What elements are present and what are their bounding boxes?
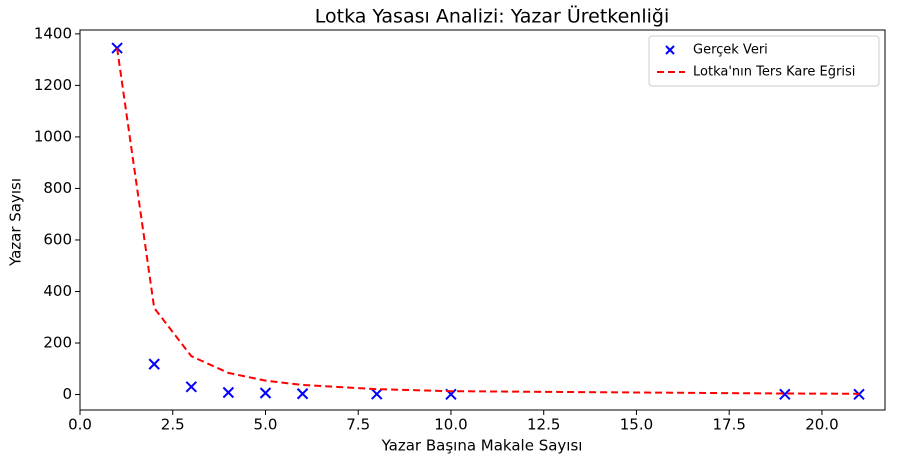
legend-box	[648, 35, 880, 87]
x-tick-label: 0.0	[68, 416, 92, 434]
x-axis-label: Yazar Başına Makale Sayısı	[381, 437, 583, 455]
legend-label: Lotka'nın Ters Kare Eğrisi	[693, 65, 855, 80]
plot-frame	[79, 29, 886, 411]
y-tick-label: 600	[43, 230, 72, 248]
x-tick-label: 17.5	[712, 416, 745, 434]
legend-label: Gerçek Veri	[693, 43, 768, 58]
data-point	[222, 386, 235, 399]
data-point	[148, 358, 160, 370]
y-tick-label: 1400	[34, 24, 72, 42]
data-point	[853, 388, 865, 400]
x-tick-label: 10.0	[434, 416, 467, 434]
x-tick-label: 12.5	[527, 416, 560, 434]
data-point	[296, 388, 309, 400]
x-tick-label: 15.0	[620, 416, 653, 434]
chart-title: Lotka Yasası Analizi: Yazar Üretkenliği	[315, 5, 670, 28]
legend-swatch	[665, 45, 675, 55]
y-axis-label: Yazar Sayısı	[7, 178, 25, 267]
y-tick-label: 0	[62, 385, 72, 403]
x-tick-label: 7.5	[346, 416, 370, 434]
data-point	[185, 381, 197, 393]
y-tick-label: 800	[43, 179, 72, 197]
data-line	[116, 47, 860, 395]
y-tick-label: 200	[43, 334, 72, 352]
data-point	[259, 387, 272, 399]
x-tick-label: 5.0	[254, 416, 278, 434]
x-tick-label: 2.5	[161, 416, 185, 434]
data-point	[779, 388, 791, 400]
y-tick-label: 1200	[34, 76, 72, 94]
x-tick-label: 20.0	[805, 416, 838, 434]
data-point	[371, 388, 383, 400]
y-tick-label: 1000	[34, 127, 72, 145]
y-tick-label: 400	[43, 282, 72, 300]
